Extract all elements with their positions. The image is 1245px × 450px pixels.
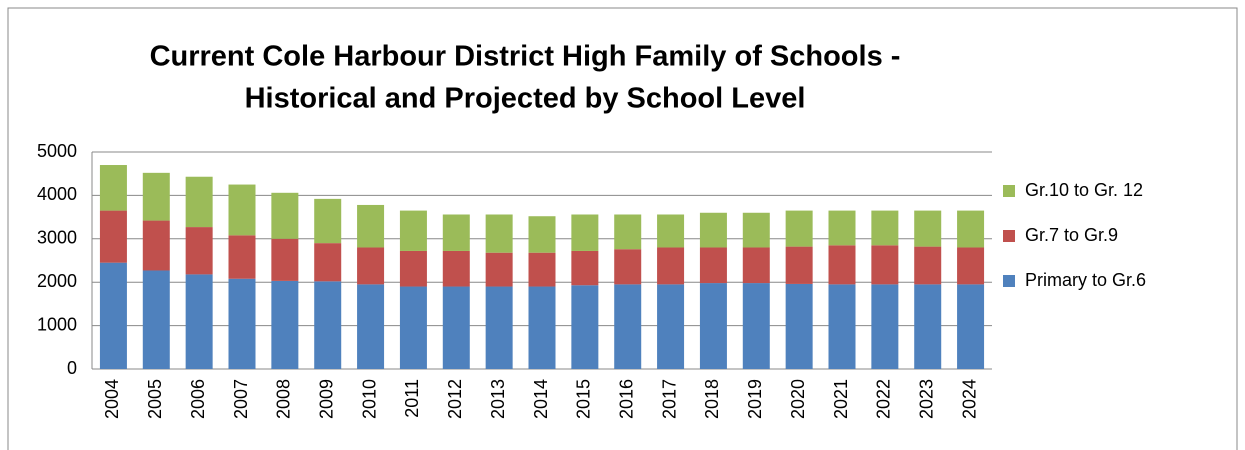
x-tick-label: 2019 [745, 379, 765, 419]
legend-label: Gr.10 to Gr. 12 [1025, 180, 1143, 200]
bar-segment [742, 283, 770, 369]
bar-segment [271, 280, 299, 369]
bar-segment [742, 212, 770, 248]
bar-segment [699, 247, 727, 284]
chart-title: Historical and Projected by School Level [245, 83, 806, 115]
bar-segment [442, 214, 470, 251]
legend-label: Gr.7 to Gr.9 [1025, 225, 1118, 245]
x-tick-label: 2006 [188, 379, 208, 419]
bar-segment [742, 247, 770, 284]
y-tick-label: 0 [67, 358, 77, 378]
bar-segment [828, 210, 856, 246]
bar-segment [357, 284, 385, 369]
bar-segment [228, 278, 256, 369]
bar-segment [914, 210, 942, 247]
bar-segment [399, 286, 427, 369]
x-tick-label: 2024 [959, 379, 979, 419]
bar-segment [142, 172, 170, 221]
bar-segment [271, 238, 299, 281]
bar-segment [657, 214, 685, 248]
bar-segment [442, 286, 470, 369]
bar-segment [699, 283, 727, 369]
x-tick-label: 2007 [231, 379, 251, 419]
bar-segment [357, 204, 385, 248]
bar-segment [699, 212, 727, 248]
bar-segment [571, 250, 599, 286]
bar-segment [528, 286, 556, 369]
y-tick-label: 2000 [37, 271, 77, 291]
bar-segment [957, 247, 985, 285]
bar-segment [357, 247, 385, 285]
legend-swatch [1003, 275, 1015, 287]
x-tick-label: 2005 [145, 379, 165, 419]
y-tick-label: 3000 [37, 228, 77, 248]
bar-segment [657, 284, 685, 369]
bar-segment [485, 286, 513, 369]
bar-segment [185, 227, 213, 275]
x-tick-label: 2014 [531, 379, 551, 419]
bar-segment [142, 220, 170, 271]
bar-segment [785, 246, 813, 284]
bar-segment [185, 176, 213, 228]
x-tick-label: 2013 [488, 379, 508, 419]
x-tick-label: 2008 [274, 379, 294, 419]
bar-segment [485, 214, 513, 253]
bar-segment [399, 210, 427, 251]
bar-segment [314, 243, 342, 282]
bar-segment [571, 285, 599, 369]
bar-segment [142, 270, 170, 369]
bar-segment [914, 284, 942, 369]
bar-segment [271, 192, 299, 239]
bar-segment [657, 247, 685, 285]
x-tick-label: 2009 [316, 379, 336, 419]
y-tick-label: 5000 [37, 141, 77, 161]
bar-segment [871, 284, 899, 369]
bar-segment [785, 283, 813, 369]
bar-segment [99, 262, 127, 369]
bar-segment [914, 246, 942, 285]
x-tick-label: 2020 [788, 379, 808, 419]
bar-segment [314, 281, 342, 369]
x-tick-label: 2015 [574, 379, 594, 419]
bar-segment [228, 235, 256, 279]
bar-segment [528, 252, 556, 287]
bar-segment [442, 250, 470, 287]
bar-segment [871, 210, 899, 246]
legend-label: Primary to Gr.6 [1025, 270, 1146, 290]
x-tick-label: 2018 [702, 379, 722, 419]
x-tick-label: 2010 [359, 379, 379, 419]
bar-segment [785, 210, 813, 247]
bar-segment [614, 284, 642, 369]
bar-segment [614, 214, 642, 250]
legend-swatch [1003, 185, 1015, 197]
x-tick-label: 2017 [659, 379, 679, 419]
x-tick-label: 2004 [102, 379, 122, 419]
x-tick-label: 2012 [445, 379, 465, 419]
x-tick-label: 2016 [616, 379, 636, 419]
bar-segment [571, 214, 599, 251]
x-tick-label: 2023 [916, 379, 936, 419]
bar-segment [185, 274, 213, 369]
bar-segment [485, 252, 513, 287]
bar-segment [614, 249, 642, 285]
bar-segment [99, 165, 127, 211]
bar-segment [399, 250, 427, 287]
bar-segment [871, 245, 899, 285]
y-tick-label: 4000 [37, 184, 77, 204]
legend-swatch [1003, 230, 1015, 242]
x-tick-label: 2011 [402, 379, 422, 418]
bar-segment [528, 216, 556, 253]
x-tick-label: 2022 [874, 379, 894, 419]
chart-title: Current Cole Harbour District High Famil… [150, 41, 901, 73]
bar-segment [828, 245, 856, 285]
y-tick-label: 1000 [37, 314, 77, 334]
bar-segment [828, 284, 856, 369]
bar-segment [99, 210, 127, 263]
bar-segment [314, 198, 342, 244]
bar-segment [228, 184, 256, 236]
x-tick-label: 2021 [831, 379, 851, 419]
bar-segment [957, 210, 985, 248]
bar-segment [957, 284, 985, 369]
